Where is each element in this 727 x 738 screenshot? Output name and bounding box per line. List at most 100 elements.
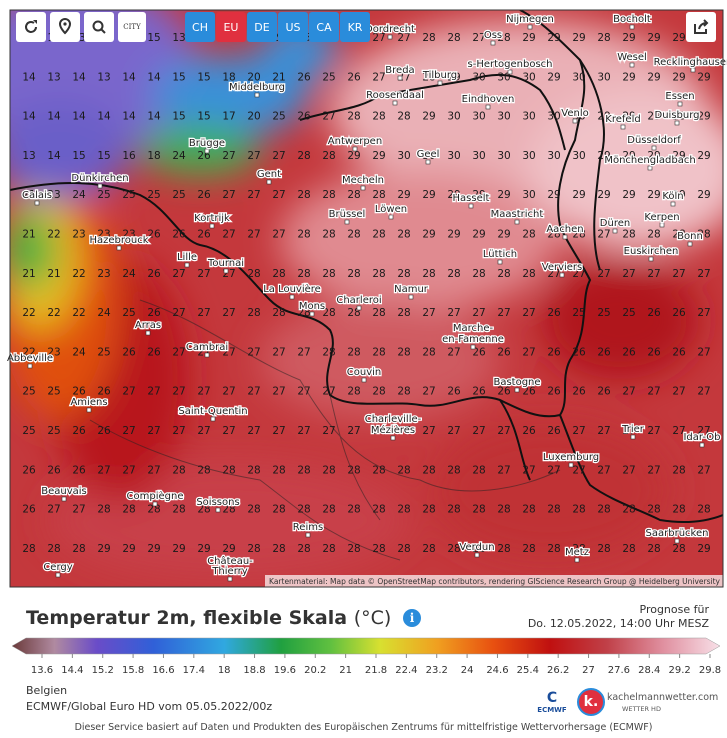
city-label: Compiègne xyxy=(127,490,184,502)
temperature-value: 27 xyxy=(647,425,660,437)
temperature-value: 24 xyxy=(172,150,186,162)
zoom-button[interactable] xyxy=(84,12,114,42)
temperature-value: 28 xyxy=(497,268,510,280)
temperature-value: 26 xyxy=(72,386,86,398)
temperature-value: 22 xyxy=(72,307,85,319)
city-button[interactable]: CITY xyxy=(118,12,146,42)
temperature-value: 14 xyxy=(122,71,136,83)
city-label: Maastricht xyxy=(491,209,544,220)
temperature-value: 30 xyxy=(547,150,560,162)
location-button[interactable] xyxy=(50,12,80,42)
temperature-value: 28 xyxy=(697,504,710,516)
city-label: Bonn xyxy=(677,231,703,242)
temperature-value: 15 xyxy=(172,71,185,83)
temperature-value: 28 xyxy=(372,386,385,398)
temperature-value: 30 xyxy=(447,111,460,123)
temperature-value: 25 xyxy=(22,386,35,398)
city-marker xyxy=(390,435,396,441)
city-label: Euskirchen xyxy=(624,246,679,257)
colorbar-tick-label: 15.2 xyxy=(92,665,114,676)
city-marker xyxy=(574,557,580,563)
temperature-value: 29 xyxy=(697,71,710,83)
temperature-value: 28 xyxy=(697,229,710,241)
temperature-value: 27 xyxy=(147,425,160,437)
region-button[interactable]: EU xyxy=(216,12,246,42)
temperature-value: 28 xyxy=(47,543,60,555)
info-button[interactable]: i xyxy=(403,609,421,627)
temperature-value: 30 xyxy=(522,71,535,83)
region-button[interactable]: DE xyxy=(247,12,277,42)
temperature-value: 21 xyxy=(47,268,60,280)
temperature-value: 20 xyxy=(247,111,260,123)
temperature-value: 25 xyxy=(97,346,110,358)
temperature-value: 28 xyxy=(547,504,560,516)
temperature-value: 27 xyxy=(322,425,335,437)
temperature-value: 28 xyxy=(472,543,485,555)
temperature-value: 27 xyxy=(272,189,285,201)
temperature-value: 26 xyxy=(197,229,211,241)
city-label: Couvin xyxy=(347,367,381,378)
temperature-value: 27 xyxy=(397,71,410,83)
temperature-value: 28 xyxy=(247,464,260,476)
temperature-value: 28 xyxy=(397,504,410,516)
temperature-value: 28 xyxy=(422,268,435,280)
region-button[interactable]: KR xyxy=(340,12,370,42)
city-marker xyxy=(152,501,158,507)
city-marker xyxy=(670,201,676,207)
city-label: Mecheln xyxy=(342,175,384,186)
colorbar-tick-label: 27.6 xyxy=(608,665,630,676)
temperature-value: 28 xyxy=(622,229,635,241)
temperature-value: 15 xyxy=(147,32,160,44)
temperature-value: 27 xyxy=(597,268,610,280)
share-button[interactable] xyxy=(686,12,716,42)
region-button[interactable]: CH xyxy=(185,12,215,42)
brand: kachelmannwetter.com xyxy=(607,692,719,703)
temperature-value: 20 xyxy=(247,71,260,83)
temperature-value: 27 xyxy=(47,504,60,516)
temperature-value: 28 xyxy=(247,504,260,516)
temperature-value: 28 xyxy=(547,229,560,241)
city-marker xyxy=(674,120,680,126)
city-marker xyxy=(305,532,311,538)
temperature-value: 27 xyxy=(597,464,610,476)
temperature-value: 25 xyxy=(147,189,160,201)
temperature-value: 28 xyxy=(522,268,535,280)
city-label: Tilburg xyxy=(422,70,457,81)
city-label: Middelburg xyxy=(229,82,285,93)
temperature-value: 28 xyxy=(447,543,460,555)
brand-sub: WETTER HD xyxy=(622,705,661,713)
temperature-value: 27 xyxy=(497,425,510,437)
temperature-value: 27 xyxy=(697,464,710,476)
temperature-value: 28 xyxy=(347,346,360,358)
city-marker xyxy=(568,462,574,468)
temperature-value: 30 xyxy=(597,71,610,83)
temperature-value: 27 xyxy=(247,150,260,162)
colorbar-tick-label: 24 xyxy=(461,665,474,676)
city-marker xyxy=(34,200,40,206)
city-label: Kerpen xyxy=(644,212,679,223)
temperature-value: 28 xyxy=(322,189,335,201)
colorbar-tick-label: 21 xyxy=(339,665,352,676)
temperature-value: 28 xyxy=(347,504,360,516)
temperature-value: 30 xyxy=(572,150,585,162)
temperature-value: 27 xyxy=(122,425,135,437)
city-label: Kortrijk xyxy=(194,213,230,224)
refresh-button[interactable] xyxy=(16,12,46,42)
temperature-value: 28 xyxy=(597,32,610,44)
region-button[interactable]: CA xyxy=(309,12,339,42)
city-marker xyxy=(184,262,190,268)
temperature-value: 28 xyxy=(322,229,335,241)
temperature-value: 28 xyxy=(472,464,485,476)
colorbar-tick-label: 28.4 xyxy=(638,665,660,676)
temperature-value: 30 xyxy=(497,71,510,83)
ecmwf-text: ECMWF xyxy=(537,706,567,714)
temperature-value: 26 xyxy=(572,346,586,358)
temperature-value: 23 xyxy=(72,229,85,241)
city-label: Tournai xyxy=(207,258,244,269)
city-label: Bocholt xyxy=(613,14,651,25)
temperature-value: 29 xyxy=(422,189,435,201)
temperature-value: 14 xyxy=(47,111,61,123)
temperature-value: 25 xyxy=(622,307,635,319)
region-button[interactable]: US xyxy=(278,12,308,42)
temperature-value: 27 xyxy=(697,386,710,398)
